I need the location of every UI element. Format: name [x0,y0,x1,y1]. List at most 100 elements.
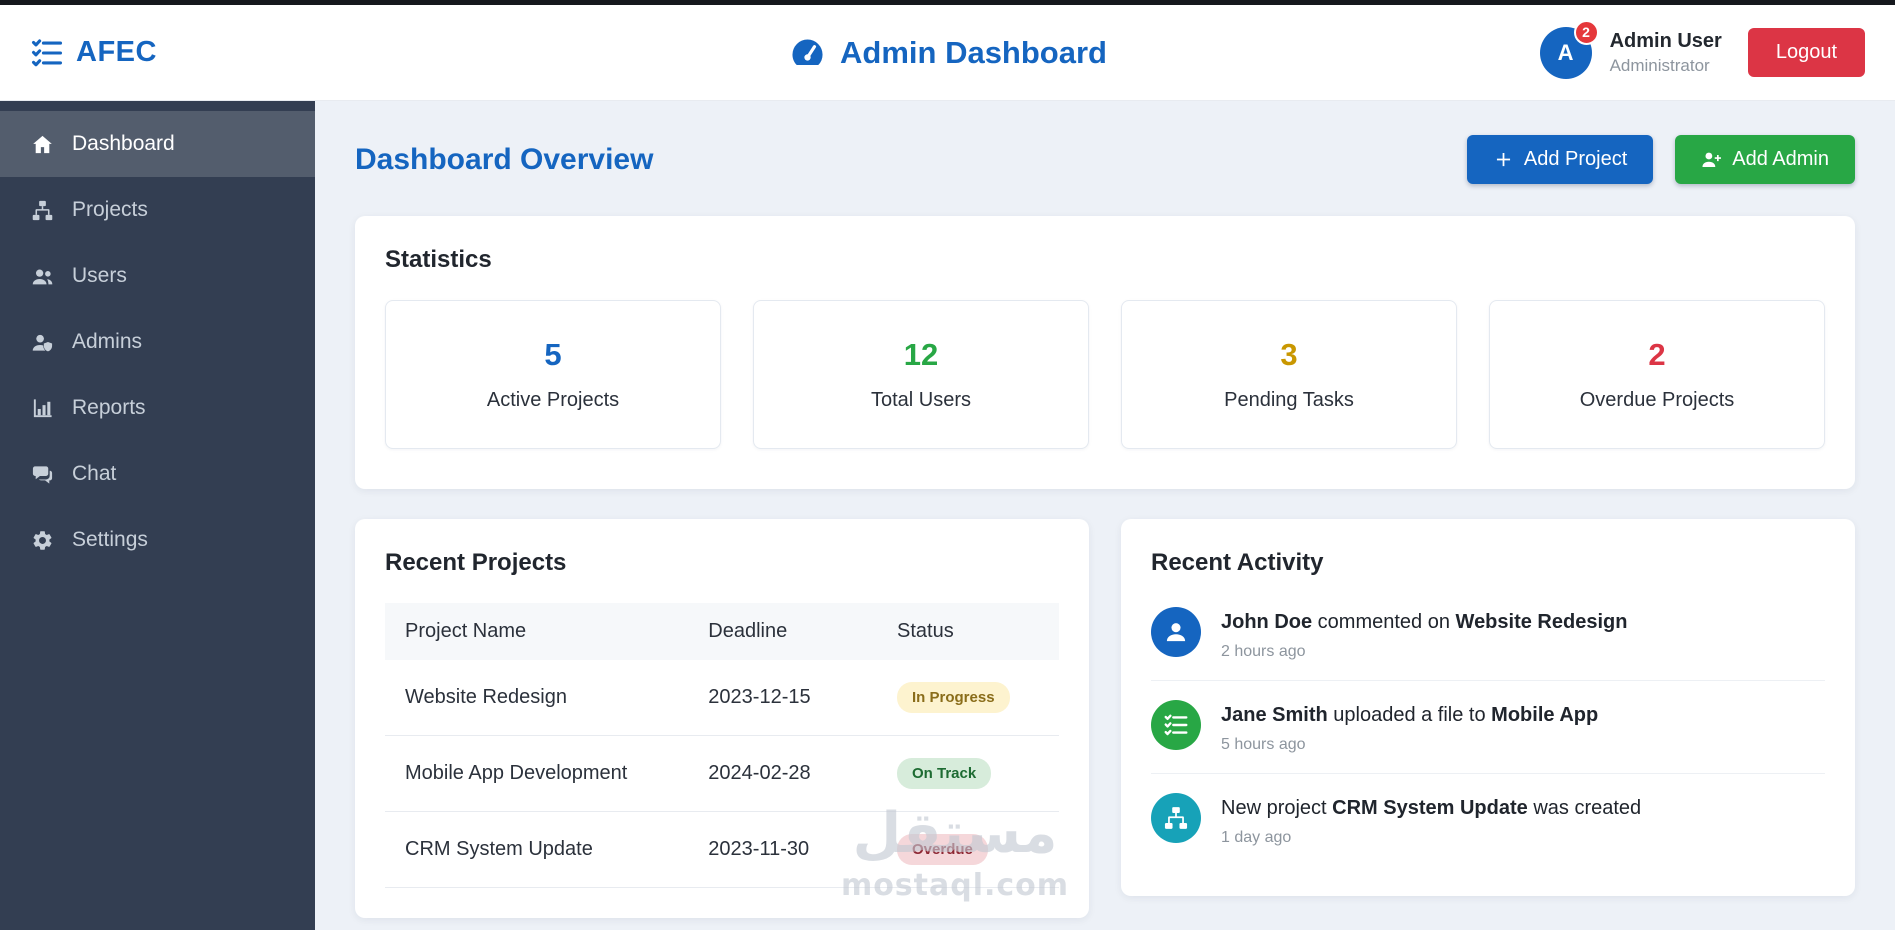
column-header-deadline: Deadline [688,603,878,660]
header-title: Admin Dashboard [788,34,1107,72]
sidebar-item-dashboard[interactable]: Dashboard [0,111,315,177]
activity-item: New project CRM System Update was create… [1151,774,1825,866]
deadline-cell: 2023-12-15 [688,660,878,736]
sidebar-item-label: Admins [72,330,143,353]
activity-list: John Doe commented on Website Redesign 2 … [1151,603,1825,866]
sidebar-item-label: Users [72,264,127,287]
window-top-border [0,0,1895,5]
sidebar-item-users[interactable]: Users [0,243,315,309]
activity-text-block: John Doe commented on Website Redesign 2 … [1221,607,1627,661]
brand[interactable]: AFEC [30,36,157,70]
diagram-icon [30,199,54,222]
stat-card-total-users: 12 Total Users [753,300,1089,449]
stat-value: 5 [544,337,562,372]
activity-item: John Doe commented on Website Redesign 2 … [1151,603,1825,681]
gear-icon [30,529,54,552]
user-role: Administrator [1609,55,1710,75]
plus-icon [1493,149,1514,170]
projects-table: Project Name Deadline Status Website Redes… [385,603,1059,888]
activity-text-block: New project CRM System Update was create… [1221,793,1641,847]
add-project-label: Add Project [1523,148,1628,170]
column-header-status: Status [877,603,1059,660]
activity-text: John Doe commented on Website Redesign [1221,611,1628,633]
stats-grid: 5 Active Projects 12 Total Users 3 Pending Ta… [385,300,1825,449]
sidebar-item-label: Chat [72,462,117,485]
header-user-area: A 2 Admin User Administrator Logout [1539,19,1865,79]
activity-text: Jane Smith uploaded a file to Mobile App [1221,704,1599,726]
page-title: Dashboard Overview [355,142,654,176]
deadline-cell: 2024-02-28 [688,735,878,812]
chat-icon [30,463,54,486]
deadline-cell: 2023-11-30 [688,811,878,888]
page-head: Dashboard Overview Add Project Add Admin [355,135,1855,184]
add-project-button[interactable]: Add Project [1466,135,1654,184]
column-header-project-name: Project Name [385,603,689,660]
home-icon [30,133,54,156]
sidebar-nav: Dashboard Projects Users Admins Reports Chat S… [0,111,315,573]
status-badge: On Track [897,758,992,789]
sidebar-item-projects[interactable]: Projects [0,177,315,243]
activity-time: 1 day ago [1221,829,1292,846]
recent-projects-title: Recent Projects [385,549,567,576]
status-cell: Overdue [877,811,1059,888]
statistics-title: Statistics [385,246,492,273]
sidebar: Dashboard Projects Users Admins Reports Chat S… [0,101,315,930]
header-title-text: Admin Dashboard [840,34,1107,70]
sidebar-item-label: Projects [72,198,148,221]
sidebar-item-reports[interactable]: Reports [0,375,315,441]
stat-card-overdue-projects: 2 Overdue Projects [1489,300,1825,449]
activity-text-block: Jane Smith uploaded a file to Mobile App… [1221,700,1598,754]
brand-name: AFEC [76,36,157,68]
recent-projects-card: Recent Projects Project Name Deadline Stat… [355,519,1089,918]
user-icon [1151,607,1201,657]
user-meta: Admin User Administrator [1610,30,1722,76]
app-header: AFEC Admin Dashboard A 2 Admin User Admi… [0,5,1895,101]
users-icon [30,265,54,288]
bottom-row: Recent Projects Project Name Deadline Stat… [355,519,1855,918]
table-row: Website Redesign 2023-12-15 In Progress [385,660,1059,736]
table-row: Mobile App Development 2024-02-28 On Track [385,735,1059,812]
status-badge: Overdue [897,834,988,865]
recent-activity-card: Recent Activity John Doe commented on We… [1121,519,1855,896]
stat-value: 12 [903,337,939,372]
status-cell: In Progress [877,660,1059,736]
projects-table-header: Project Name Deadline Status [385,603,1059,660]
list-check-icon [1151,700,1201,750]
add-admin-label: Add Admin [1732,148,1829,170]
diagram-icon [1151,793,1201,843]
statistics-card: Statistics 5 Active Projects 12 Total Users… [355,216,1855,489]
add-admin-button[interactable]: Add Admin [1675,135,1855,184]
user-shield-icon [30,331,54,354]
notification-badge: 2 [1573,19,1599,45]
list-check-icon [30,36,64,70]
sidebar-item-label: Settings [72,528,148,551]
sidebar-item-settings[interactable]: Settings [0,507,315,573]
page-actions: Add Project Add Admin [1466,135,1855,184]
project-name-cell: Mobile App Development [385,735,689,812]
user-name: Admin User [1609,29,1722,52]
stat-value: 3 [1280,337,1298,372]
stat-card-pending-tasks: 3 Pending Tasks [1121,300,1457,449]
recent-activity-title: Recent Activity [1151,549,1324,576]
stat-label: Overdue Projects [1579,389,1735,411]
stat-label: Total Users [870,389,972,411]
sidebar-item-admins[interactable]: Admins [0,309,315,375]
table-row: CRM System Update 2023-11-30 Overdue [385,811,1059,888]
user-avatar[interactable]: A 2 [1539,19,1599,79]
stat-card-active-projects: 5 Active Projects [385,300,721,449]
activity-time: 5 hours ago [1221,736,1306,753]
sidebar-item-chat[interactable]: Chat [0,441,315,507]
sidebar-item-label: Reports [72,396,146,419]
activity-time: 2 hours ago [1221,643,1306,660]
status-badge: In Progress [897,682,1010,713]
project-name-cell: CRM System Update [385,811,689,888]
main-content: Dashboard Overview Add Project Add Admin… [315,101,1895,930]
sidebar-item-label: Dashboard [72,132,175,155]
tachometer-icon [788,34,826,72]
chart-icon [30,397,54,420]
logout-button[interactable]: Logout [1747,28,1865,77]
activity-item: Jane Smith uploaded a file to Mobile App… [1151,681,1825,774]
stat-label: Active Projects [486,389,620,411]
stat-label: Pending Tasks [1224,389,1354,411]
